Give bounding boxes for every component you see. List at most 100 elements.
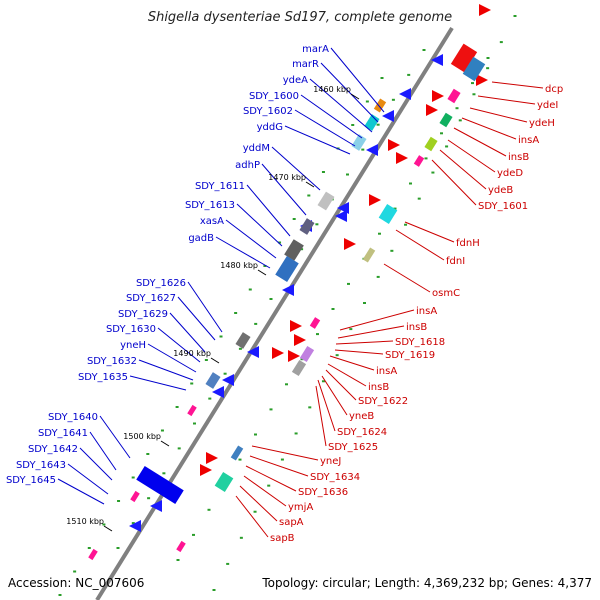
- outer-right-track-dot: [376, 275, 380, 278]
- inner-left-track-dot: [315, 223, 319, 226]
- gene-arrow: [129, 520, 141, 532]
- right-gene-label[interactable]: dcp: [545, 84, 563, 95]
- right-gene-label[interactable]: SDY_1624: [337, 427, 387, 438]
- left-gene-label[interactable]: SDY_1630: [106, 324, 156, 335]
- right-gene-label[interactable]: fdnI: [446, 256, 465, 267]
- right-gene-label[interactable]: fdnH: [456, 238, 480, 249]
- outer-left-track-dot: [292, 218, 296, 220]
- left-gene-label[interactable]: SDY_1632: [87, 356, 137, 367]
- left-gene-leader: [138, 359, 194, 381]
- right-gene-leader: [325, 369, 357, 401]
- right-gene-label[interactable]: sapB: [270, 533, 295, 544]
- left-gene-label[interactable]: gadB: [188, 233, 214, 244]
- gene-box: [275, 255, 299, 283]
- right-gene-label[interactable]: insB: [406, 322, 427, 333]
- inner-left-track-dot: [346, 173, 349, 176]
- gene-box: [351, 134, 367, 151]
- gene-arrow: [366, 144, 378, 156]
- left-gene-label[interactable]: yddG: [257, 122, 283, 133]
- left-gene-label[interactable]: SDY_1629: [118, 309, 168, 320]
- gene-box: [284, 239, 304, 261]
- right-gene-leader: [491, 81, 544, 89]
- right-gene-label[interactable]: insB: [368, 382, 389, 393]
- inner-left-track-dot: [254, 322, 258, 325]
- inner-left-track-dot: [300, 248, 304, 251]
- right-gene-label[interactable]: SDY_1601: [478, 201, 528, 212]
- left-gene-label[interactable]: SDY_1635: [78, 372, 128, 383]
- right-gene-label[interactable]: SDY_1636: [298, 487, 348, 498]
- axis-tick-label: 1460 kbp: [313, 85, 351, 94]
- right-gene-label[interactable]: ydeH: [529, 118, 555, 129]
- left-gene-label[interactable]: SDY_1626: [136, 278, 186, 289]
- axis-tick: [257, 269, 267, 276]
- outer-left-track-dot: [175, 406, 179, 408]
- outer-right-track-dot: [294, 432, 298, 435]
- left-gene-leader: [271, 146, 321, 191]
- outer-right-track-dot: [445, 145, 449, 148]
- right-gene-label[interactable]: insA: [518, 135, 539, 146]
- right-gene-label[interactable]: SDY_1622: [358, 396, 408, 407]
- right-gene-label[interactable]: sapA: [279, 517, 304, 528]
- right-gene-label[interactable]: SDY_1625: [328, 442, 378, 453]
- right-gene-label[interactable]: insB: [508, 152, 529, 163]
- right-gene-label[interactable]: ydeD: [497, 168, 523, 179]
- axis-tick-label: 1510 kbp: [66, 517, 104, 526]
- right-gene-label[interactable]: SDY_1634: [310, 472, 360, 483]
- gene-arrow: [200, 464, 212, 476]
- left-gene-leader: [67, 463, 109, 495]
- gene-arrow: [426, 104, 438, 116]
- right-gene-leader: [243, 475, 287, 507]
- left-gene-label[interactable]: SDY_1600: [249, 91, 299, 102]
- gene-box: [205, 372, 221, 389]
- right-gene-label[interactable]: insA: [376, 366, 397, 377]
- outer-right-track-dot: [499, 41, 503, 44]
- outer-right-track-dot: [486, 67, 490, 70]
- left-gene-label[interactable]: yddM: [243, 143, 270, 154]
- left-gene-label[interactable]: SDY_1627: [126, 293, 176, 304]
- left-gene-label[interactable]: ydeA: [283, 75, 308, 86]
- inner-right-track-dot: [176, 559, 180, 561]
- inner-right-track-dot: [254, 433, 257, 436]
- inner-left-track-dot: [177, 447, 181, 450]
- left-gene-label[interactable]: SDY_1611: [195, 181, 245, 192]
- left-gene-label[interactable]: SDY_1640: [48, 412, 98, 423]
- gene-arrow: [432, 90, 444, 102]
- right-gene-label[interactable]: ydeB: [488, 185, 513, 196]
- inner-right-track-dot: [207, 508, 211, 511]
- right-gene-label[interactable]: insA: [416, 306, 437, 317]
- right-gene-label[interactable]: ydeI: [537, 100, 558, 111]
- right-gene-leader: [395, 229, 445, 261]
- axis-tick-label: 1490 kbp: [173, 349, 211, 358]
- gene-box: [176, 540, 186, 553]
- left-gene-label[interactable]: yneH: [120, 340, 146, 351]
- inner-right-track-dot: [455, 107, 459, 110]
- left-gene-label[interactable]: adhP: [235, 160, 260, 171]
- left-gene-label[interactable]: marA: [302, 44, 329, 55]
- right-gene-label[interactable]: SDY_1618: [395, 337, 445, 348]
- right-gene-label[interactable]: osmC: [432, 288, 460, 299]
- left-gene-label[interactable]: SDY_1602: [243, 106, 293, 117]
- gene-box: [299, 218, 315, 235]
- left-gene-label[interactable]: SDY_1645: [6, 475, 56, 486]
- right-gene-leader: [249, 455, 309, 477]
- inner-right-track-dot: [238, 458, 242, 461]
- gene-box: [235, 332, 251, 349]
- left-gene-leader: [236, 203, 283, 247]
- outer-right-track-dot: [390, 249, 394, 252]
- gene-box: [373, 98, 387, 113]
- left-gene-label[interactable]: marR: [292, 59, 319, 70]
- left-gene-label[interactable]: SDY_1643: [16, 460, 66, 471]
- right-gene-label[interactable]: SDY_1619: [385, 350, 435, 361]
- right-gene-label[interactable]: yneJ: [320, 456, 341, 467]
- left-gene-label[interactable]: xasA: [200, 216, 224, 227]
- outer-right-track-dot: [226, 562, 230, 565]
- inner-right-track-dot: [378, 232, 381, 235]
- inner-right-track-dot: [393, 207, 397, 210]
- left-gene-label[interactable]: SDY_1641: [38, 428, 88, 439]
- left-gene-label[interactable]: SDY_1613: [185, 200, 235, 211]
- right-gene-label[interactable]: yneB: [349, 411, 374, 422]
- outer-left-track-dot: [263, 265, 267, 267]
- outer-left-track-dot: [190, 382, 194, 385]
- right-gene-label[interactable]: ymjA: [288, 502, 313, 513]
- left-gene-label[interactable]: SDY_1642: [28, 444, 78, 455]
